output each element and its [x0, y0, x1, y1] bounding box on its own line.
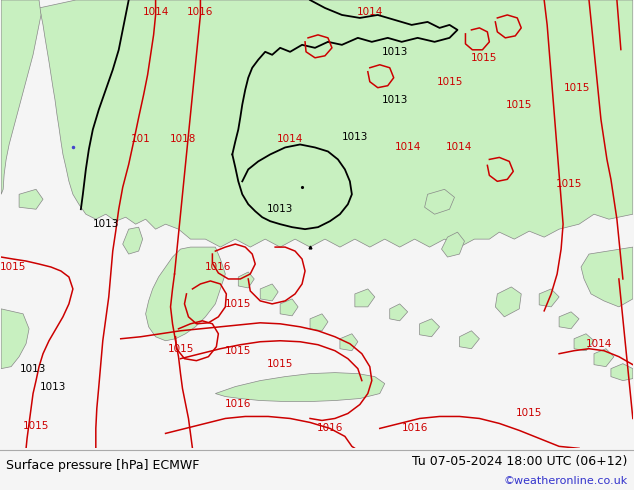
Polygon shape — [594, 349, 614, 367]
Polygon shape — [420, 319, 439, 337]
Text: 1014: 1014 — [446, 143, 473, 152]
Text: 1014: 1014 — [277, 134, 303, 145]
Polygon shape — [146, 247, 225, 341]
Text: 1015: 1015 — [225, 299, 252, 309]
Polygon shape — [460, 331, 479, 349]
Text: 1013: 1013 — [20, 364, 46, 374]
Polygon shape — [39, 0, 633, 247]
Text: 101: 101 — [131, 134, 150, 145]
Text: 1014: 1014 — [586, 339, 612, 349]
Text: 1013: 1013 — [40, 382, 66, 392]
Polygon shape — [495, 287, 521, 317]
Polygon shape — [390, 304, 408, 321]
Text: 1015: 1015 — [225, 346, 252, 356]
Text: 1014: 1014 — [394, 143, 421, 152]
Polygon shape — [260, 284, 278, 301]
Text: 1013: 1013 — [267, 204, 294, 214]
Polygon shape — [123, 227, 143, 254]
Polygon shape — [238, 272, 254, 288]
Polygon shape — [310, 314, 328, 331]
Text: 1013: 1013 — [382, 47, 408, 57]
Text: 1015: 1015 — [471, 53, 498, 63]
Polygon shape — [216, 372, 385, 401]
Polygon shape — [581, 247, 633, 307]
Polygon shape — [539, 289, 559, 307]
Text: 1016: 1016 — [401, 423, 428, 434]
Text: 1015: 1015 — [167, 343, 194, 354]
Text: 1016: 1016 — [205, 262, 231, 272]
Text: 1015: 1015 — [564, 83, 590, 93]
Text: 1018: 1018 — [171, 134, 197, 145]
Polygon shape — [441, 232, 465, 257]
Polygon shape — [611, 364, 633, 381]
Text: Surface pressure [hPa] ECMWF: Surface pressure [hPa] ECMWF — [6, 459, 200, 471]
Text: 1016: 1016 — [187, 7, 214, 17]
Text: 1015: 1015 — [516, 409, 543, 418]
Polygon shape — [280, 299, 298, 316]
Text: 1015: 1015 — [267, 359, 294, 368]
Text: 1015: 1015 — [556, 179, 582, 189]
Text: 1015: 1015 — [506, 99, 533, 110]
Text: 1014: 1014 — [143, 7, 169, 17]
Polygon shape — [19, 189, 43, 209]
Text: 1014: 1014 — [356, 7, 383, 17]
Polygon shape — [340, 334, 358, 351]
Text: 1013: 1013 — [93, 219, 119, 229]
Text: 1013: 1013 — [382, 95, 408, 105]
Polygon shape — [1, 309, 29, 368]
Text: 1015: 1015 — [23, 421, 49, 431]
Text: 1016: 1016 — [225, 398, 252, 409]
Text: 1013: 1013 — [342, 132, 368, 143]
Polygon shape — [574, 334, 594, 351]
Text: Tu 07-05-2024 18:00 UTC (06+12): Tu 07-05-2024 18:00 UTC (06+12) — [412, 455, 628, 468]
Polygon shape — [355, 289, 375, 307]
Polygon shape — [425, 189, 455, 214]
Text: 1015: 1015 — [0, 262, 26, 272]
Text: ©weatheronline.co.uk: ©weatheronline.co.uk — [503, 476, 628, 486]
Text: 1016: 1016 — [317, 423, 343, 434]
Polygon shape — [559, 312, 579, 329]
Text: 1015: 1015 — [436, 77, 463, 87]
Polygon shape — [1, 0, 41, 195]
